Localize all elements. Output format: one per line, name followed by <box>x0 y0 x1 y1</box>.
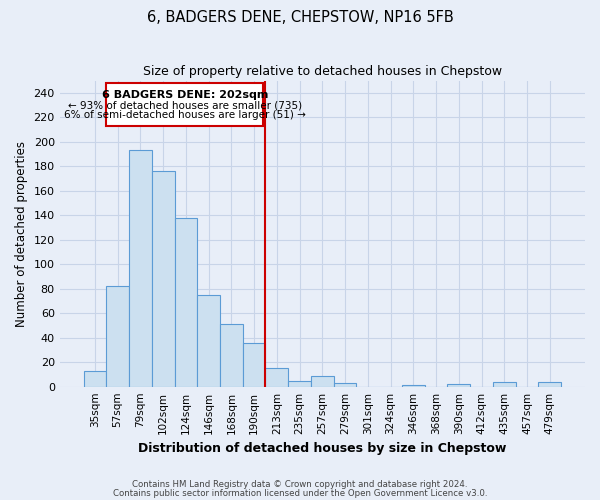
Y-axis label: Number of detached properties: Number of detached properties <box>15 140 28 326</box>
Bar <box>448 384 470 386</box>
Bar <box>538 382 561 386</box>
Bar <box>243 342 265 386</box>
Bar <box>129 150 152 386</box>
Text: ← 93% of detached houses are smaller (735): ← 93% of detached houses are smaller (73… <box>68 100 302 110</box>
Bar <box>152 171 175 386</box>
Bar <box>83 371 106 386</box>
Bar <box>311 376 334 386</box>
Bar <box>334 383 356 386</box>
Bar <box>220 324 243 386</box>
Text: Contains public sector information licensed under the Open Government Licence v3: Contains public sector information licen… <box>113 489 487 498</box>
X-axis label: Distribution of detached houses by size in Chepstow: Distribution of detached houses by size … <box>138 442 506 455</box>
FancyBboxPatch shape <box>106 83 263 126</box>
Text: 6, BADGERS DENE, CHEPSTOW, NP16 5FB: 6, BADGERS DENE, CHEPSTOW, NP16 5FB <box>146 10 454 25</box>
Bar <box>106 286 129 386</box>
Bar <box>288 380 311 386</box>
Bar <box>175 218 197 386</box>
Text: Contains HM Land Registry data © Crown copyright and database right 2024.: Contains HM Land Registry data © Crown c… <box>132 480 468 489</box>
Bar <box>265 368 288 386</box>
Bar <box>197 295 220 386</box>
Title: Size of property relative to detached houses in Chepstow: Size of property relative to detached ho… <box>143 65 502 78</box>
Bar <box>493 382 515 386</box>
Text: 6 BADGERS DENE: 202sqm: 6 BADGERS DENE: 202sqm <box>101 90 268 101</box>
Text: 6% of semi-detached houses are larger (51) →: 6% of semi-detached houses are larger (5… <box>64 110 305 120</box>
